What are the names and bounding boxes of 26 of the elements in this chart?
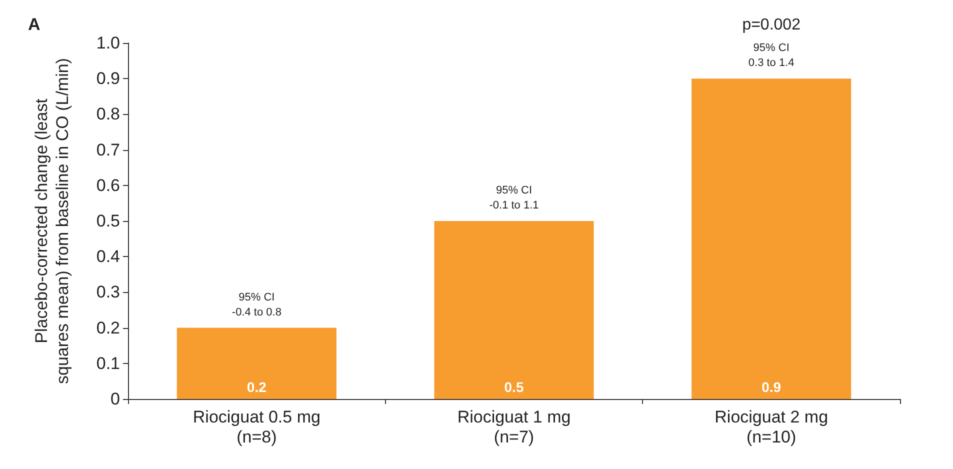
x-tick-label: Riociguat 1 mg (n=7) bbox=[457, 408, 571, 446]
y-tick-label: 0.5 bbox=[96, 212, 120, 230]
bar bbox=[176, 328, 336, 399]
data-label: 0.5 bbox=[504, 379, 524, 395]
y-tick-label: 0.7 bbox=[96, 140, 120, 160]
x-tick-label: Riociguat 0.5 mg (n=8) bbox=[192, 408, 320, 446]
y-tick-label: 0.9 bbox=[96, 69, 120, 88]
annotation: 95% CI -0.4 to 0.8 bbox=[232, 291, 282, 318]
text: A bbox=[28, 15, 40, 34]
y-tick-label: 0.1 bbox=[96, 354, 120, 373]
y-tick-label: 0.3 bbox=[96, 282, 120, 302]
data-label: 0.9 bbox=[762, 379, 782, 395]
annotation: 95% CI 0.3 to 1.4 bbox=[748, 42, 794, 70]
annotation: 95% CI -0.1 to 1.1 bbox=[489, 184, 539, 212]
bar bbox=[434, 221, 594, 399]
x-tick-label: Riociguat 2 mg (n=10) bbox=[714, 408, 828, 446]
bar bbox=[692, 78, 852, 399]
y-tick-label: 0 bbox=[110, 390, 120, 408]
y-tick-label: 0.4 bbox=[96, 247, 120, 266]
y-tick-label: 1.0 bbox=[96, 34, 120, 52]
data-label: 0.2 bbox=[246, 379, 267, 395]
y-tick-label: 0.8 bbox=[96, 104, 120, 124]
y-tick-label: 0.6 bbox=[96, 176, 120, 195]
y-tick-label: 0.2 bbox=[96, 318, 120, 338]
y-axis-title: Placebo-corrected change (least squares mean) from baseline in CO (L/min) bbox=[32, 58, 72, 384]
text: p=0.002 bbox=[742, 16, 801, 34]
